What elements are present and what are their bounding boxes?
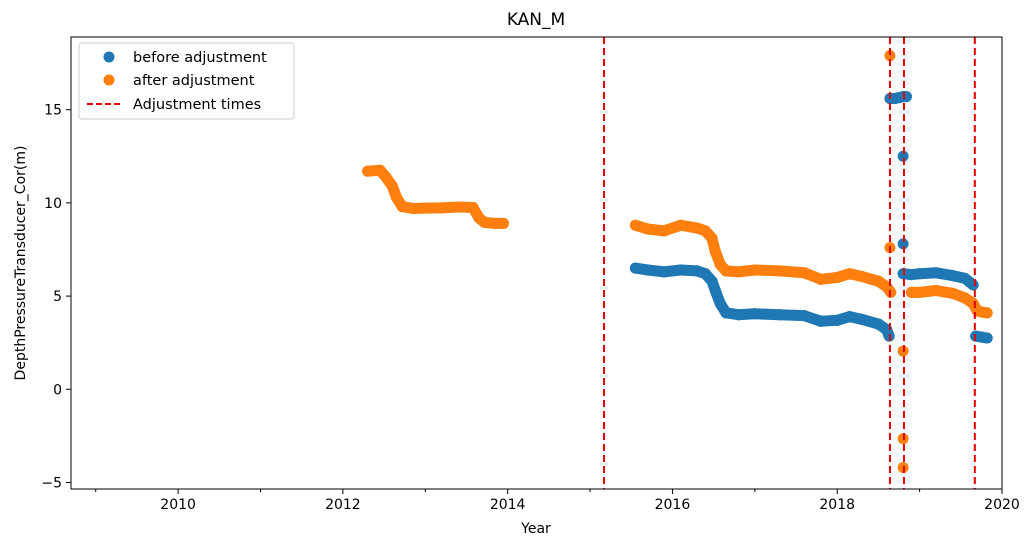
x-tick-label: 2020 xyxy=(984,497,1020,513)
y-tick-label: 10 xyxy=(44,196,62,212)
x-tick-label: 2010 xyxy=(160,497,196,513)
legend-marker-before xyxy=(103,51,115,63)
x-axis-title: Year xyxy=(520,521,551,537)
data-band xyxy=(959,272,979,291)
y-tick-label: −5 xyxy=(41,475,62,491)
legend-label-adjustment: Adjustment times xyxy=(133,97,261,113)
x-tick-label: 2018 xyxy=(819,497,855,513)
data-point xyxy=(897,150,909,162)
series-after-adjustment xyxy=(362,50,993,474)
data-point xyxy=(884,50,896,62)
series-before-adjustment xyxy=(629,91,993,344)
x-tick-label: 2016 xyxy=(655,497,691,513)
plot-area xyxy=(362,37,993,489)
legend-label-before: before adjustment xyxy=(133,50,267,66)
x-axis: 2010 2012 2014 2016 2018 2020 xyxy=(95,489,1020,513)
y-axis: −5 0 5 10 15 xyxy=(41,103,71,491)
y-tick-label: 5 xyxy=(53,289,62,305)
legend: before adjustment after adjustment Adjus… xyxy=(78,42,295,120)
data-band xyxy=(881,324,895,342)
legend-marker-after xyxy=(103,74,115,86)
adjustment-lines xyxy=(603,37,976,489)
plot-frame xyxy=(70,36,1003,490)
y-tick-label: 15 xyxy=(44,103,62,119)
chart-title: KAN_M xyxy=(507,10,565,30)
x-tick-label: 2014 xyxy=(490,497,526,513)
legend-frame xyxy=(78,42,295,120)
legend-label-after: after adjustment xyxy=(133,73,255,89)
x-tick-label: 2012 xyxy=(325,497,361,513)
y-axis-title: DepthPressureTransducer_Cor(m) xyxy=(13,146,29,381)
data-point xyxy=(897,238,909,250)
data-band xyxy=(975,331,993,344)
data-band xyxy=(975,306,993,319)
y-tick-label: 0 xyxy=(53,382,62,398)
